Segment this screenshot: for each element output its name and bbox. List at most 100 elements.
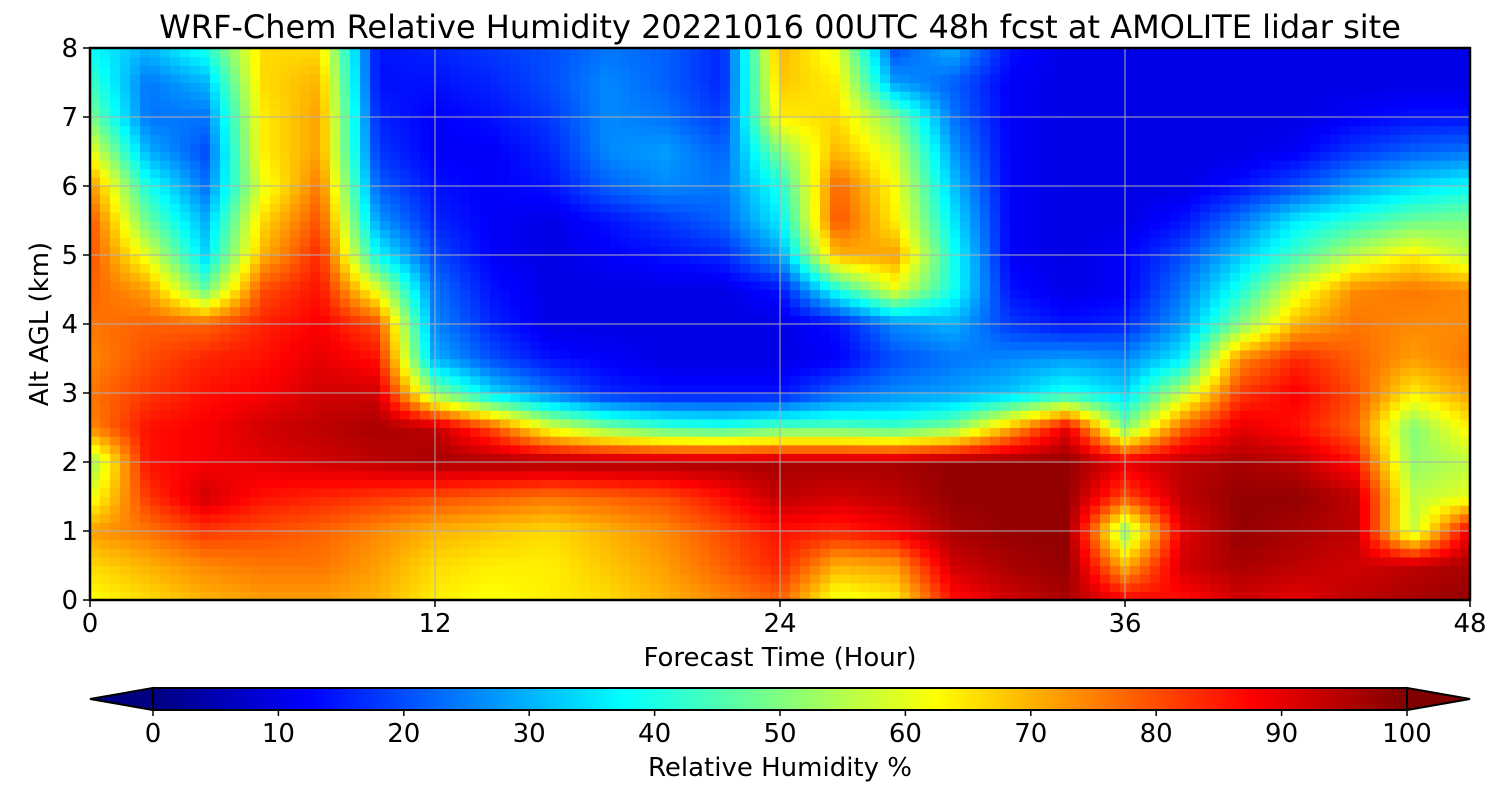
heatmap-cell bbox=[210, 280, 221, 291]
heatmap-cell bbox=[740, 117, 751, 127]
heatmap-cell bbox=[140, 479, 151, 489]
heatmap-cell bbox=[460, 470, 471, 480]
heatmap-cell bbox=[220, 548, 231, 558]
heatmap-cell bbox=[370, 168, 381, 178]
heatmap-cell bbox=[230, 436, 241, 446]
heatmap-cell bbox=[290, 186, 301, 196]
heatmap-cell bbox=[420, 565, 431, 575]
heatmap-cell bbox=[820, 410, 831, 420]
heatmap-cell bbox=[380, 393, 391, 403]
heatmap-cell bbox=[610, 99, 621, 109]
heatmap-cell bbox=[560, 160, 571, 170]
heatmap-cell bbox=[110, 427, 121, 437]
heatmap-cell bbox=[840, 255, 851, 265]
heatmap-cell bbox=[400, 384, 411, 394]
heatmap-cell bbox=[640, 565, 651, 575]
heatmap-cell bbox=[340, 332, 351, 342]
heatmap-cell bbox=[650, 548, 661, 558]
heatmap-cell bbox=[370, 315, 381, 325]
heatmap-cell bbox=[700, 65, 711, 75]
heatmap-cell bbox=[810, 306, 821, 316]
heatmap-cell bbox=[510, 444, 521, 454]
heatmap-cell bbox=[480, 177, 491, 187]
heatmap-cell bbox=[800, 367, 811, 377]
heatmap-cell bbox=[350, 315, 361, 325]
heatmap-cell bbox=[670, 444, 681, 454]
heatmap-cell bbox=[130, 134, 141, 144]
heatmap-cell bbox=[860, 263, 871, 273]
heatmap-cell bbox=[750, 358, 761, 368]
heatmap-cell bbox=[760, 436, 771, 446]
heatmap-cell bbox=[330, 496, 341, 506]
heatmap-cell bbox=[110, 229, 121, 239]
heatmap-cell bbox=[340, 160, 351, 170]
heatmap-cell bbox=[640, 306, 651, 316]
heatmap-cell bbox=[790, 315, 801, 325]
heatmap-cell bbox=[740, 332, 751, 342]
heatmap-cell bbox=[160, 574, 171, 584]
heatmap-cell bbox=[520, 591, 531, 600]
heatmap-cell bbox=[400, 574, 411, 584]
heatmap-cell bbox=[820, 444, 831, 454]
heatmap-cell bbox=[530, 574, 541, 584]
heatmap-cell bbox=[460, 565, 471, 575]
heatmap-cell bbox=[270, 177, 281, 187]
heatmap-cell bbox=[330, 556, 341, 567]
heatmap-cell bbox=[450, 194, 461, 204]
heatmap-cell bbox=[780, 522, 791, 532]
heatmap-cell bbox=[400, 332, 411, 342]
heatmap-cell bbox=[150, 522, 161, 532]
heatmap-cell bbox=[140, 108, 151, 118]
heatmap-cell bbox=[490, 367, 501, 377]
heatmap-cell bbox=[220, 211, 231, 222]
heatmap-cell bbox=[320, 263, 331, 273]
heatmap-cell bbox=[180, 117, 191, 127]
heatmap-cell bbox=[310, 306, 321, 316]
heatmap-cell bbox=[380, 539, 391, 549]
heatmap-cell bbox=[410, 229, 421, 239]
heatmap-cell bbox=[730, 315, 741, 325]
heatmap-cell bbox=[150, 324, 161, 334]
heatmap-cell bbox=[510, 186, 521, 196]
heatmap-cell bbox=[560, 125, 571, 135]
heatmap-cell bbox=[860, 418, 871, 429]
heatmap-cell bbox=[620, 401, 631, 411]
heatmap-cell bbox=[170, 168, 181, 178]
heatmap-cell bbox=[110, 91, 121, 101]
heatmap-cell bbox=[390, 142, 401, 153]
heatmap-cell bbox=[810, 117, 821, 127]
heatmap-cell bbox=[770, 203, 781, 213]
heatmap-cell bbox=[720, 82, 731, 92]
heatmap-cell bbox=[760, 134, 771, 144]
heatmap-cell bbox=[390, 358, 401, 368]
heatmap-cell bbox=[210, 401, 221, 411]
heatmap-cell bbox=[740, 479, 751, 489]
heatmap-cell bbox=[330, 453, 341, 463]
heatmap-cell bbox=[380, 186, 391, 196]
heatmap-cell bbox=[510, 479, 521, 489]
heatmap-cell bbox=[130, 531, 141, 541]
heatmap-cell bbox=[800, 289, 811, 299]
heatmap-cell bbox=[350, 556, 361, 567]
heatmap-cell bbox=[310, 168, 321, 178]
heatmap-cell bbox=[260, 263, 271, 273]
heatmap-cell bbox=[300, 125, 311, 135]
heatmap-cell bbox=[550, 349, 561, 360]
heatmap-cell bbox=[530, 582, 541, 592]
heatmap-cell bbox=[170, 496, 181, 506]
heatmap-cell bbox=[690, 160, 701, 170]
heatmap-cell bbox=[280, 91, 291, 101]
heatmap-cell bbox=[510, 246, 521, 256]
heatmap-cell bbox=[580, 151, 591, 161]
heatmap-cell bbox=[170, 410, 181, 420]
heatmap-cell bbox=[800, 280, 811, 291]
heatmap-cell bbox=[200, 315, 211, 325]
heatmap-cell bbox=[350, 99, 361, 109]
heatmap-cell bbox=[600, 375, 611, 385]
heatmap-cell bbox=[140, 298, 151, 308]
heatmap-cell bbox=[110, 444, 121, 454]
heatmap-cell bbox=[740, 591, 751, 600]
heatmap-cell bbox=[810, 384, 821, 394]
heatmap-cell bbox=[240, 280, 251, 291]
heatmap-cell bbox=[770, 582, 781, 592]
